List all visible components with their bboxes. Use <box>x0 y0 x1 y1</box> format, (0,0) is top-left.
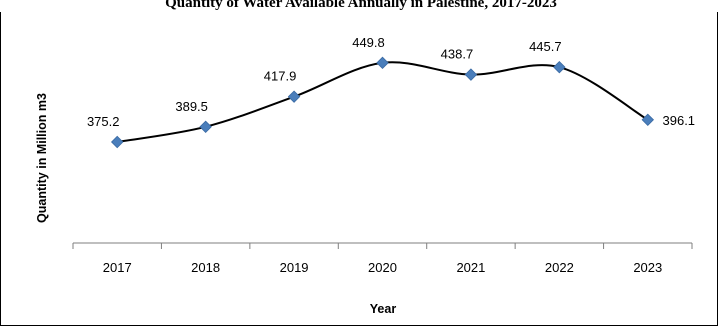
x-tick-label: 2023 <box>633 260 662 275</box>
x-axis-label: Year <box>369 302 397 316</box>
x-tick-label: 2021 <box>456 260 485 275</box>
chart-title: Quantity of Water Available Annually in … <box>165 0 557 11</box>
data-point-marker <box>464 68 478 81</box>
y-axis-label: Quantity in Million m3 <box>35 93 49 223</box>
x-tick-label: 2018 <box>191 260 220 275</box>
data-label: 417.9 <box>264 69 297 84</box>
data-label: 445.7 <box>529 39 562 54</box>
data-point-marker <box>641 113 655 127</box>
data-label: 438.7 <box>441 47 474 62</box>
data-label: 389.5 <box>175 99 208 114</box>
data-point-marker <box>376 56 389 70</box>
x-tick-label: 2022 <box>545 260 574 275</box>
chart-frame <box>0 12 718 326</box>
data-label: 375.2 <box>87 114 120 129</box>
x-tick-label: 2017 <box>103 260 132 275</box>
data-label: 449.8 <box>352 35 385 50</box>
x-tick-label: 2020 <box>368 260 397 275</box>
data-point-marker <box>287 90 301 103</box>
data-point-marker <box>199 120 212 134</box>
x-tick-label: 2019 <box>280 260 309 275</box>
data-point-marker <box>110 135 124 149</box>
data-label: 396.1 <box>663 113 696 128</box>
data-point-marker <box>553 60 566 74</box>
